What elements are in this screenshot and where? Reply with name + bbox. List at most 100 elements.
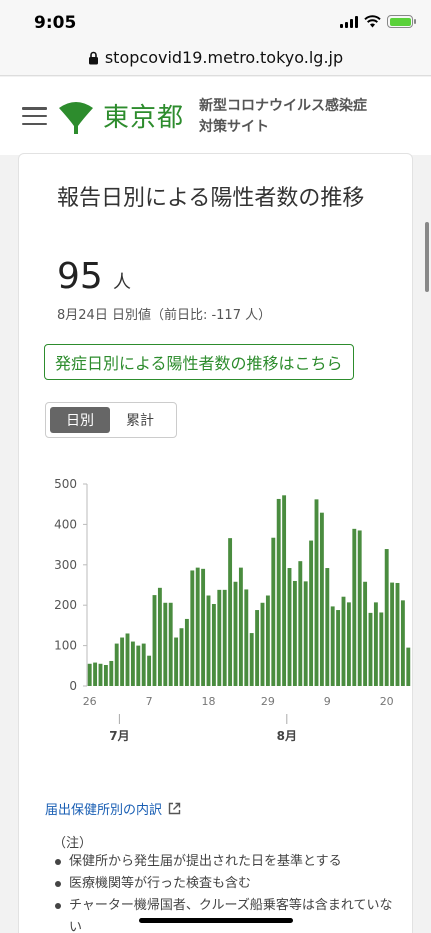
bar bbox=[98, 663, 103, 686]
battery-icon bbox=[387, 15, 416, 28]
bar bbox=[341, 596, 346, 686]
bar bbox=[390, 582, 395, 686]
lock-icon bbox=[88, 51, 98, 64]
bar bbox=[130, 641, 135, 686]
site-title[interactable]: 新型コロナウイルス感染症 対策サイト bbox=[199, 96, 367, 138]
bar bbox=[244, 589, 249, 686]
data-type-toggle: 日別 累計 bbox=[45, 402, 177, 438]
bar bbox=[368, 612, 373, 686]
bar bbox=[406, 647, 411, 686]
bar bbox=[195, 567, 200, 686]
bar bbox=[147, 655, 152, 686]
toggle-daily-button[interactable]: 日別 bbox=[50, 407, 110, 433]
month-label: 8月 bbox=[277, 729, 297, 743]
bar bbox=[184, 618, 189, 686]
menu-icon[interactable] bbox=[22, 107, 47, 125]
bar bbox=[373, 602, 378, 686]
scroll-indicator bbox=[425, 222, 429, 292]
bar bbox=[206, 595, 211, 686]
bar bbox=[352, 528, 357, 686]
bullet-icon bbox=[55, 859, 61, 865]
bar bbox=[363, 581, 368, 686]
ginkgo-logo-icon[interactable] bbox=[58, 99, 94, 135]
bar bbox=[87, 663, 92, 686]
bar bbox=[114, 643, 119, 686]
bar bbox=[190, 570, 195, 686]
note-item: チャーター機帰国者、クルーズ船乗客等は含まれていない bbox=[55, 895, 395, 933]
onset-date-link-button[interactable]: 発症日別による陽性者数の推移はこちら bbox=[44, 344, 354, 380]
bar bbox=[282, 495, 287, 686]
bar bbox=[152, 595, 157, 686]
bar bbox=[395, 582, 400, 686]
bar bbox=[287, 568, 292, 686]
positive-cases-card: 報告日別による陽性者数の推移 95 人 8月24日 日別値（前日比: -117 … bbox=[18, 153, 413, 933]
bar bbox=[265, 595, 270, 686]
bar bbox=[109, 660, 114, 686]
bar bbox=[103, 664, 108, 686]
y-tick-label: 100 bbox=[54, 639, 77, 653]
site-title-line2: 対策サイト bbox=[199, 119, 269, 135]
bar bbox=[314, 499, 319, 686]
bar bbox=[136, 645, 141, 686]
bar bbox=[298, 561, 303, 686]
positive-cases-bar-chart: 0 100 200 300 400 500 26 7 18 29 9 20 7月 8月 bbox=[54, 477, 411, 743]
note-item: 医療機関等が行った検査も含む bbox=[55, 873, 395, 895]
x-tick-label: 7 bbox=[146, 695, 153, 708]
bar bbox=[249, 633, 254, 686]
bullet-icon bbox=[55, 881, 61, 887]
y-tick-label: 400 bbox=[54, 517, 77, 531]
bar bbox=[201, 568, 206, 686]
bar bbox=[211, 603, 216, 686]
bar bbox=[238, 567, 243, 686]
note-text: 医療機関等が行った検査も含む bbox=[69, 876, 252, 891]
bar bbox=[141, 643, 146, 686]
bar bbox=[222, 589, 227, 686]
bar bbox=[319, 512, 324, 686]
bullet-icon bbox=[55, 903, 61, 909]
bar bbox=[400, 600, 405, 686]
note-item: 保健所から発生届が提出された日を基準とする bbox=[55, 851, 395, 873]
bar bbox=[163, 602, 168, 686]
status-icons bbox=[340, 15, 416, 28]
health-center-breakdown-link[interactable]: 届出保健所別の内訳 bbox=[45, 799, 181, 818]
logo-text[interactable]: 東京都 bbox=[103, 103, 185, 133]
bar bbox=[233, 581, 238, 686]
note-text: 保健所から発生届が提出された日を基準とする bbox=[69, 854, 342, 869]
y-tick-label: 500 bbox=[54, 477, 77, 491]
bar bbox=[346, 602, 351, 686]
bar bbox=[260, 602, 265, 686]
bar bbox=[384, 549, 389, 686]
bar bbox=[330, 606, 335, 686]
bar bbox=[379, 612, 384, 686]
bar bbox=[93, 662, 98, 686]
wifi-icon bbox=[364, 15, 381, 28]
bar bbox=[357, 530, 362, 686]
bar bbox=[174, 637, 179, 686]
x-tick-label: 20 bbox=[380, 695, 394, 708]
bar bbox=[157, 587, 162, 686]
bar bbox=[255, 610, 260, 686]
bar bbox=[125, 633, 130, 686]
bar bbox=[271, 537, 276, 686]
daily-value: 95 bbox=[57, 256, 103, 297]
signal-icon bbox=[340, 15, 358, 28]
toggle-cumulative-button[interactable]: 累計 bbox=[126, 413, 154, 429]
y-tick-label: 200 bbox=[54, 598, 77, 612]
url-text[interactable]: stopcovid19.metro.tokyo.lg.jp bbox=[104, 48, 344, 67]
home-indicator bbox=[139, 918, 293, 923]
daily-value-unit: 人 bbox=[113, 272, 131, 293]
status-time: 9:05 bbox=[34, 13, 77, 33]
bar bbox=[179, 628, 184, 686]
notes-list: 保健所から発生届が提出された日を基準とする 医療機関等が行った検査も含む チャー… bbox=[55, 851, 395, 933]
notes-title: （注） bbox=[53, 836, 93, 851]
bar bbox=[303, 581, 308, 686]
address-bar[interactable]: stopcovid19.metro.tokyo.lg.jp bbox=[0, 40, 431, 76]
external-link-icon bbox=[168, 802, 181, 815]
source-link-label[interactable]: 届出保健所別の内訳 bbox=[45, 803, 163, 818]
card-title: 報告日別による陽性者数の推移 bbox=[57, 186, 365, 211]
month-label: 7月 bbox=[109, 729, 129, 743]
bar bbox=[276, 498, 281, 686]
x-tick-label: 26 bbox=[83, 695, 97, 708]
bar bbox=[309, 540, 314, 686]
site-title-line1: 新型コロナウイルス感染症 bbox=[199, 98, 367, 114]
